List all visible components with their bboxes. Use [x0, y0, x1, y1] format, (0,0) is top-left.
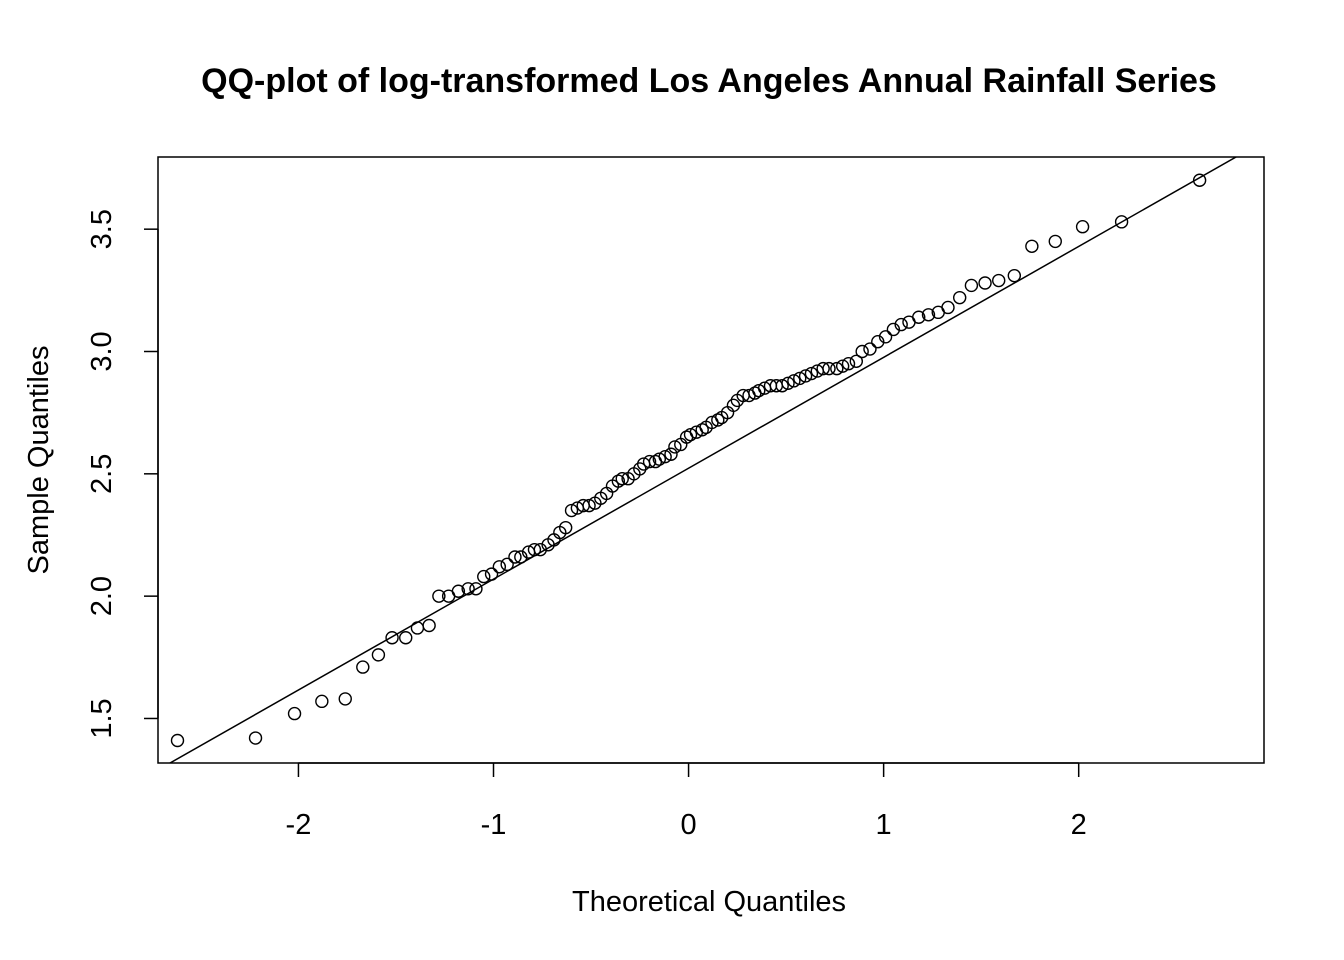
data-point [451, 584, 466, 598]
data-point [804, 366, 819, 381]
data-point [492, 560, 507, 574]
data-point [477, 569, 491, 584]
data-point [978, 276, 992, 290]
y-tick-label: 3.0 [86, 331, 118, 371]
data-point [642, 454, 657, 469]
y-axis: 1.5 2.0 2.5 3.0 3.5 [86, 209, 159, 739]
data-point [781, 376, 795, 391]
data-point [315, 694, 329, 709]
data-point [1192, 173, 1207, 187]
data-point [711, 413, 725, 427]
data-point [615, 472, 629, 486]
data-point [775, 379, 789, 393]
data-point [798, 369, 813, 383]
data-point [1007, 268, 1022, 283]
data-point [886, 322, 901, 337]
data-point [664, 447, 678, 461]
data-point [668, 440, 682, 454]
y-tick-label: 2.0 [86, 576, 118, 616]
y-tick-label: 2.5 [86, 454, 118, 494]
data-point [695, 423, 709, 437]
data-point [863, 342, 877, 356]
data-point [533, 542, 548, 557]
data-point [652, 452, 667, 466]
data-point [422, 618, 436, 633]
data-point [894, 317, 908, 332]
data-point [1048, 234, 1062, 249]
data-point [787, 374, 801, 388]
y-axis-label: Sample Quantiles [23, 346, 55, 575]
data-point [822, 361, 836, 376]
data-point [461, 582, 475, 596]
data-point [835, 359, 850, 373]
data-point [752, 383, 766, 398]
data-point [992, 273, 1006, 288]
data-point [287, 706, 302, 721]
data-point [841, 357, 856, 371]
x-tick-label: -2 [286, 809, 312, 841]
y-tick-label: 3.5 [86, 209, 118, 249]
data-point [514, 550, 528, 564]
x-axis: -2 -1 0 1 2 [286, 762, 1087, 841]
x-tick-label: 2 [1071, 809, 1087, 841]
chart-title: QQ-plot of log-transformed Los Angeles A… [201, 62, 1217, 100]
data-point [385, 631, 399, 645]
data-point [611, 474, 626, 488]
y-tick-label: 1.5 [86, 698, 118, 738]
data-point [356, 660, 370, 674]
data-point [410, 621, 425, 635]
data-point [527, 542, 542, 557]
data-point [878, 330, 893, 344]
data-point [683, 427, 698, 442]
data-point [830, 361, 844, 376]
data-point [558, 520, 573, 535]
data-point [1025, 239, 1039, 253]
data-point [658, 449, 672, 464]
data-point [500, 557, 514, 572]
data-point [399, 631, 413, 645]
x-tick-label: -1 [481, 809, 507, 841]
qq-reference-line [168, 157, 1238, 763]
data-point [469, 582, 483, 596]
data-point [793, 371, 807, 386]
data-point [921, 308, 936, 322]
data-point [953, 290, 967, 305]
data-point [849, 354, 864, 368]
data-point [170, 733, 185, 748]
plot-area [157, 156, 1265, 764]
data-point [582, 498, 596, 513]
x-tick-label: 0 [680, 809, 696, 841]
data-point [1114, 215, 1129, 229]
data-point [964, 278, 979, 293]
x-tick-label: 1 [876, 809, 892, 841]
data-point [508, 550, 522, 564]
data-point [248, 731, 263, 745]
data-point [371, 648, 386, 662]
data-point [564, 503, 579, 518]
data-point [484, 567, 499, 581]
data-point [855, 344, 869, 359]
x-axis-label: Theoretical Quantiles [572, 886, 846, 918]
plot-frame [157, 156, 1265, 764]
data-point [941, 300, 955, 315]
data-point [871, 335, 885, 349]
data-point [338, 692, 352, 706]
data-point [912, 310, 926, 324]
data-point [816, 361, 830, 376]
data-point [1075, 220, 1090, 234]
data-point [432, 589, 446, 603]
